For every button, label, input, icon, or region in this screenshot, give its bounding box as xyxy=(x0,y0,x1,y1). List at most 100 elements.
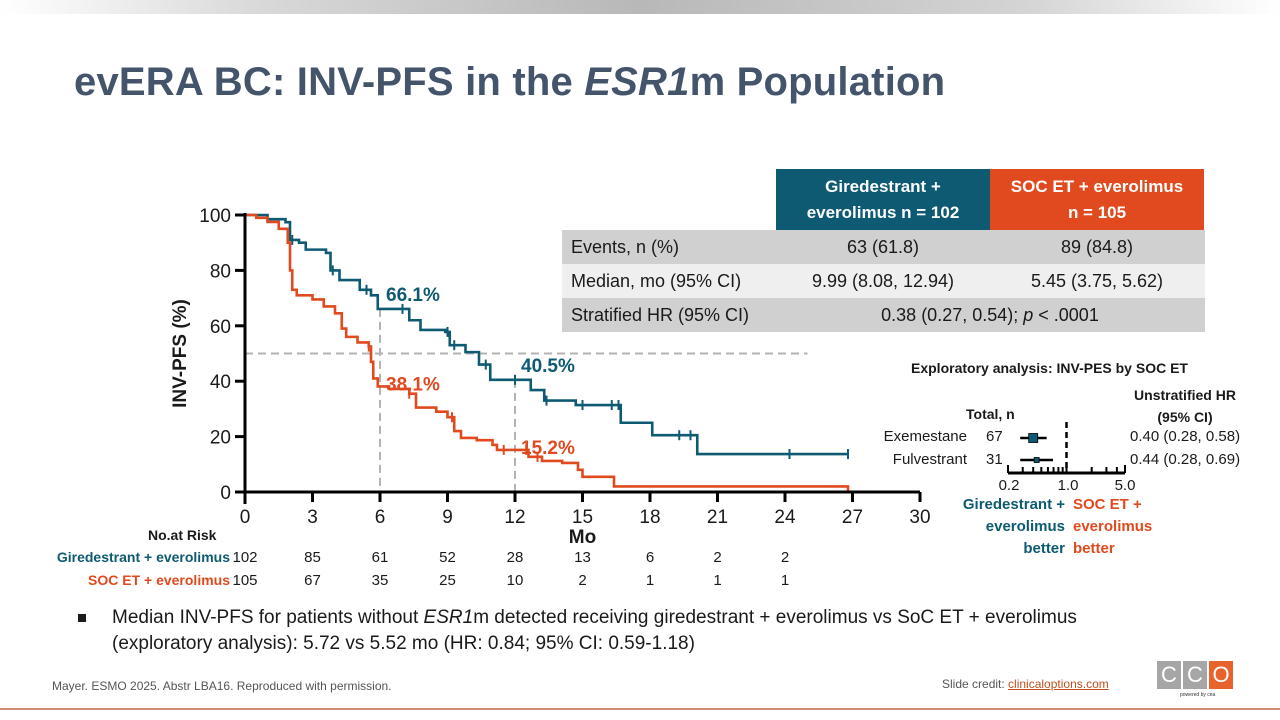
favors-line: everolimus xyxy=(985,518,1065,535)
risk-count: 1 xyxy=(713,572,722,589)
slide-title: evERA BC: INV-PFS in the ESR1m Populatio… xyxy=(74,60,945,105)
favors-line: everolimus xyxy=(1073,518,1153,535)
risk-row-label: Giredestrant + everolimus xyxy=(56,549,230,565)
x-tick-label: 21 xyxy=(707,507,728,528)
forest-point-estimate xyxy=(1033,457,1040,463)
risk-count: 1 xyxy=(645,572,655,589)
forest-row-hr: 0.40 (0.28, 0.58) xyxy=(1130,428,1241,445)
forest-tick-label: 5.0 xyxy=(1114,477,1136,494)
bottom-divider xyxy=(0,708,1280,710)
forest-row-n: 31 xyxy=(986,451,1003,468)
x-tick-label: 0 xyxy=(240,507,251,528)
forest-tick-label: 1.0 xyxy=(1057,477,1079,494)
risk-count: 52 xyxy=(439,549,456,566)
risk-count: 35 xyxy=(371,572,389,589)
risk-count: 105 xyxy=(232,572,258,589)
forest-hr-header: Unstratified HR (95% CI) xyxy=(1110,384,1260,428)
favors-giredestrant: Giredestrant + everolimus better xyxy=(935,494,1065,560)
risk-count: 85 xyxy=(304,549,321,566)
slide-credit: Slide credit: clinicaloptions.com xyxy=(942,677,1109,691)
hr-header-line: Unstratified HR xyxy=(1134,387,1236,403)
forest-point-estimate xyxy=(1028,433,1039,443)
landmark-label: 15.2% xyxy=(521,438,575,459)
landmark-label: 66.1% xyxy=(386,285,440,306)
row-label: Median, mo (95% CI) xyxy=(571,270,742,291)
forest-row-n: 67 xyxy=(986,428,1003,445)
forest-row-label: Exemestane xyxy=(883,428,967,445)
y-tick-label: 100 xyxy=(199,206,231,227)
cell-soc: 5.45 (3.75, 5.62) xyxy=(1030,270,1164,291)
y-tick-label: 20 xyxy=(210,428,231,449)
row-label: Events, n (%) xyxy=(571,236,680,257)
hr-header-line: (95% CI) xyxy=(1157,409,1213,425)
risk-count: 102 xyxy=(232,549,258,566)
forest-row-hr: 0.44 (0.28, 0.69) xyxy=(1130,451,1241,468)
y-tick-label: 40 xyxy=(210,372,231,393)
x-tick-label: 15 xyxy=(572,507,593,528)
y-tick-label: 60 xyxy=(210,317,231,338)
risk-count: 6 xyxy=(645,549,655,566)
cell-giredestrant: 63 (61.8) xyxy=(846,236,920,257)
x-axis-title: Mo xyxy=(569,527,596,548)
forest-n-header: Total, n xyxy=(966,406,1015,422)
y-axis-title: INV-PFS (%) xyxy=(170,299,191,408)
top-gradient-bar xyxy=(0,0,1280,14)
risk-count: 10 xyxy=(506,572,524,589)
risk-count: 2 xyxy=(780,549,790,566)
x-tick-label: 6 xyxy=(375,507,386,528)
x-tick-label: 12 xyxy=(504,507,525,528)
landmark-label: 38.1% xyxy=(386,374,440,395)
km-curve-giredestrant xyxy=(245,213,848,456)
citation: Mayer. ESMO 2025. Abstr LBA16. Reproduce… xyxy=(52,679,392,693)
summary-header: Giredestrant + everolimus n = 102 SOC ET … xyxy=(776,169,1205,230)
header-giredestrant: Giredestrant + everolimus n = 102 xyxy=(776,169,990,230)
x-tick-label: 27 xyxy=(842,507,863,528)
title-italic: ESR1 xyxy=(584,60,690,104)
favors-line: better xyxy=(1073,540,1115,557)
risk-row-label: SOC ET + everolimus xyxy=(88,572,230,588)
x-tick-label: 3 xyxy=(307,507,318,528)
x-tick-label: 18 xyxy=(639,507,660,528)
title-prefix: evERA BC: INV-PFS in the xyxy=(74,60,585,104)
y-tick-label: 80 xyxy=(210,261,231,282)
bullet-point: Median INV-PFS for patients without ESR1… xyxy=(78,605,1158,657)
bullet-text-2: m detected receiving giredestrant + ever… xyxy=(112,607,1077,654)
forest-title: Exploratory analysis: INV-PES by SOC ET xyxy=(911,360,1188,376)
header-line: everolimus n = 102 xyxy=(806,202,960,222)
title-suffix: m Population xyxy=(689,60,946,104)
bullet-text: Median INV-PFS for patients without ESR1… xyxy=(112,605,1158,657)
risk-table-header: No.at Risk xyxy=(148,527,217,543)
cell-hr-span: 0.38 (0.27, 0.54); p < .0001 xyxy=(776,305,1204,326)
x-tick-label: 24 xyxy=(774,507,796,528)
logo-letter: C xyxy=(1157,661,1181,689)
header-line: SOC ET + everolimus xyxy=(1010,176,1184,196)
table-row-events: Events, n (%) 63 (61.8) 89 (84.8) xyxy=(562,230,1205,264)
credit-label: Slide credit: xyxy=(942,677,1009,691)
landmark-label: 40.5% xyxy=(521,356,575,377)
risk-count: 28 xyxy=(506,549,524,566)
y-tick-label: 0 xyxy=(220,483,231,504)
credit-link[interactable]: clinicaloptions.com xyxy=(1008,677,1109,691)
p-value: < .0001 xyxy=(1033,304,1099,325)
cco-logo: C C O xyxy=(1157,661,1233,689)
cell-soc: 89 (84.8) xyxy=(1060,236,1134,257)
bullet-text-1: Median INV-PFS for patients without xyxy=(112,607,424,628)
table-row-median: Median, mo (95% CI) 9.99 (8.08, 12.94) 5… xyxy=(562,264,1205,298)
hr-text: 0.38 (0.27, 0.54); xyxy=(881,304,1024,325)
risk-count: 2 xyxy=(713,549,722,566)
forest-tick-label: 0.2 xyxy=(998,477,1020,494)
risk-count: 1 xyxy=(780,572,790,589)
header-line: Giredestrant + xyxy=(825,176,941,196)
risk-count: 61 xyxy=(371,549,389,566)
forest-row-label: Fulvestrant xyxy=(892,451,967,468)
header-soc: SOC ET + everolimus n = 105 xyxy=(990,169,1204,230)
bullet-marker-icon xyxy=(78,614,86,622)
row-label: Stratified HR (95% CI) xyxy=(571,304,750,325)
km-curve-soc xyxy=(245,213,850,492)
favors-line: better xyxy=(1023,540,1065,557)
favors-line: Giredestrant + xyxy=(962,496,1065,513)
summary-table: Giredestrant + everolimus n = 102 SOC ET … xyxy=(562,169,1205,332)
p-symbol: p xyxy=(1023,304,1034,325)
bullet-italic: ESR1 xyxy=(423,607,474,628)
favors-line: SOC ET + xyxy=(1073,496,1142,513)
